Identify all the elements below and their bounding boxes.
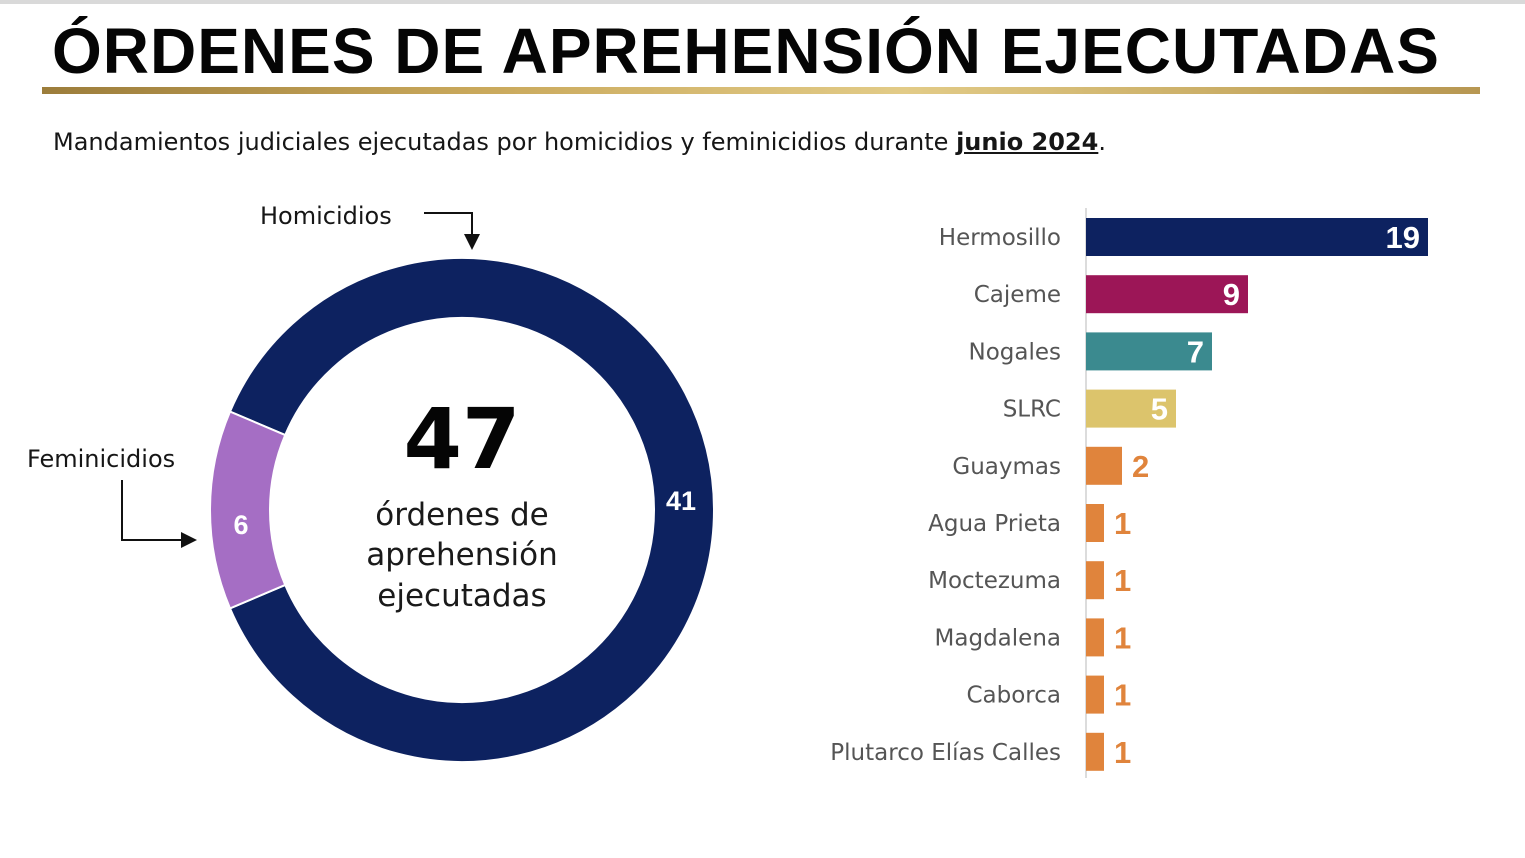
donut-chart: 41 6 (209, 257, 715, 763)
bar-value-label: 19 (1386, 220, 1420, 255)
bar-guaymas (1086, 446, 1122, 485)
bar-category-label: Agua Prieta (928, 511, 1061, 537)
bar-category-label: Caborca (966, 683, 1061, 709)
bar-category-label: Nogales (969, 339, 1062, 365)
bar-category-label: Magdalena (935, 625, 1061, 651)
bar-category-label: Plutarco Elías Calles (830, 740, 1061, 766)
callout-arrow-homicidios (424, 212, 480, 250)
bar-caborca (1086, 675, 1104, 714)
bar-value-label: 5 (1151, 392, 1168, 427)
subtitle-text: Mandamientos judiciales ejecutadas por h… (53, 128, 957, 156)
bar-category-label: Moctezuma (928, 568, 1061, 594)
bar-value-label: 1 (1114, 563, 1131, 598)
bar-chart: Hermosillo 19 Cajeme 9 Nogales 7 SLRC 5 Guaymas 2… (830, 218, 1428, 771)
subtitle: Mandamientos judiciales ejecutadas por h… (53, 126, 1106, 158)
bar-cajeme (1086, 275, 1248, 314)
donut-slice-homicidios (228, 257, 715, 763)
donut-center-text-line-3: ejecutadas (377, 578, 546, 614)
title-underline (42, 87, 1480, 94)
bar-category-label: Cajeme (974, 282, 1061, 308)
bar-category-label: Hermosillo (939, 225, 1061, 251)
bar-value-label: 7 (1187, 334, 1204, 369)
top-border (0, 0, 1525, 4)
callout-label-homicidios: Homicidios (260, 202, 392, 230)
bar-value-label: 1 (1114, 735, 1131, 770)
bar-agua-prieta (1086, 504, 1104, 542)
donut-center-total: 47 (404, 390, 521, 488)
bar-nogales (1086, 332, 1212, 371)
bar-slrc (1086, 389, 1176, 428)
bar-value-label: 1 (1114, 506, 1131, 541)
bar-hermosillo (1086, 218, 1428, 256)
subtitle-period: junio 2024 (956, 128, 1099, 156)
donut-center-text-line-2: aprehensión (366, 537, 558, 573)
donut-value-label-homicidios: 41 (666, 486, 696, 516)
bar-magdalena (1086, 618, 1104, 657)
bar-category-label: Guaymas (952, 454, 1061, 480)
bar-plutarco-el-as-calles (1086, 732, 1104, 771)
subtitle-end: . (1098, 128, 1106, 156)
bar-value-label: 1 (1114, 620, 1131, 655)
donut-center-text-line-1: órdenes de (375, 497, 548, 533)
page-title: ÓRDENES DE APREHENSIÓN EJECUTADAS (52, 15, 1440, 87)
bar-moctezuma (1086, 561, 1104, 600)
callout-arrow-feminicidios (121, 480, 197, 548)
callout-label-feminicidios: Feminicidios (27, 445, 175, 473)
bar-value-label: 2 (1132, 449, 1149, 484)
donut-value-label-feminicidios: 6 (233, 510, 248, 540)
bar-category-label: SLRC (1003, 397, 1061, 423)
bar-value-label: 9 (1223, 277, 1240, 312)
donut-slice-feminicidios (209, 410, 287, 610)
bar-value-label: 1 (1114, 678, 1131, 713)
